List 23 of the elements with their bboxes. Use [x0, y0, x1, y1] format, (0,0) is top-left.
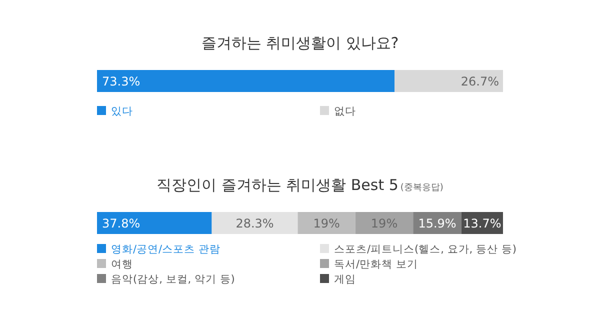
data-label: 13.7%	[463, 216, 502, 230]
legend-label: 여행	[111, 258, 133, 270]
data-label: 19%	[370, 216, 398, 230]
legend-label: 스포츠/피트니스(헬스, 요가, 등산 등)	[334, 244, 516, 256]
data-label: 19%	[313, 216, 340, 230]
chart-title: 직장인이 즐겨하는 취미생활 Best 5	[156, 176, 398, 194]
bar	[97, 212, 212, 234]
data-label: 37.8%	[102, 216, 140, 230]
legend-label: 음악(감상, 보컬, 악기 등)	[111, 274, 235, 286]
legend-label: 있다	[111, 106, 133, 118]
chart-title: 즐겨하는 취미생활이 있나요?	[201, 34, 399, 52]
chart-subtitle: (중복응답)	[400, 183, 444, 193]
legend-label: 게임	[334, 274, 356, 286]
legend-label: 독서/만화책 보기	[334, 258, 418, 270]
data-label: 15.9%	[418, 216, 456, 230]
legend-label: 없다	[334, 106, 356, 118]
data-label: 28.3%	[236, 216, 274, 230]
data-label: 26.7%	[460, 74, 499, 88]
bar	[355, 212, 414, 234]
legend-label: 영화/공연/스포츠 관람	[111, 244, 220, 256]
bar	[298, 212, 356, 234]
data-label: 73.3%	[102, 74, 140, 88]
bar	[212, 212, 298, 234]
